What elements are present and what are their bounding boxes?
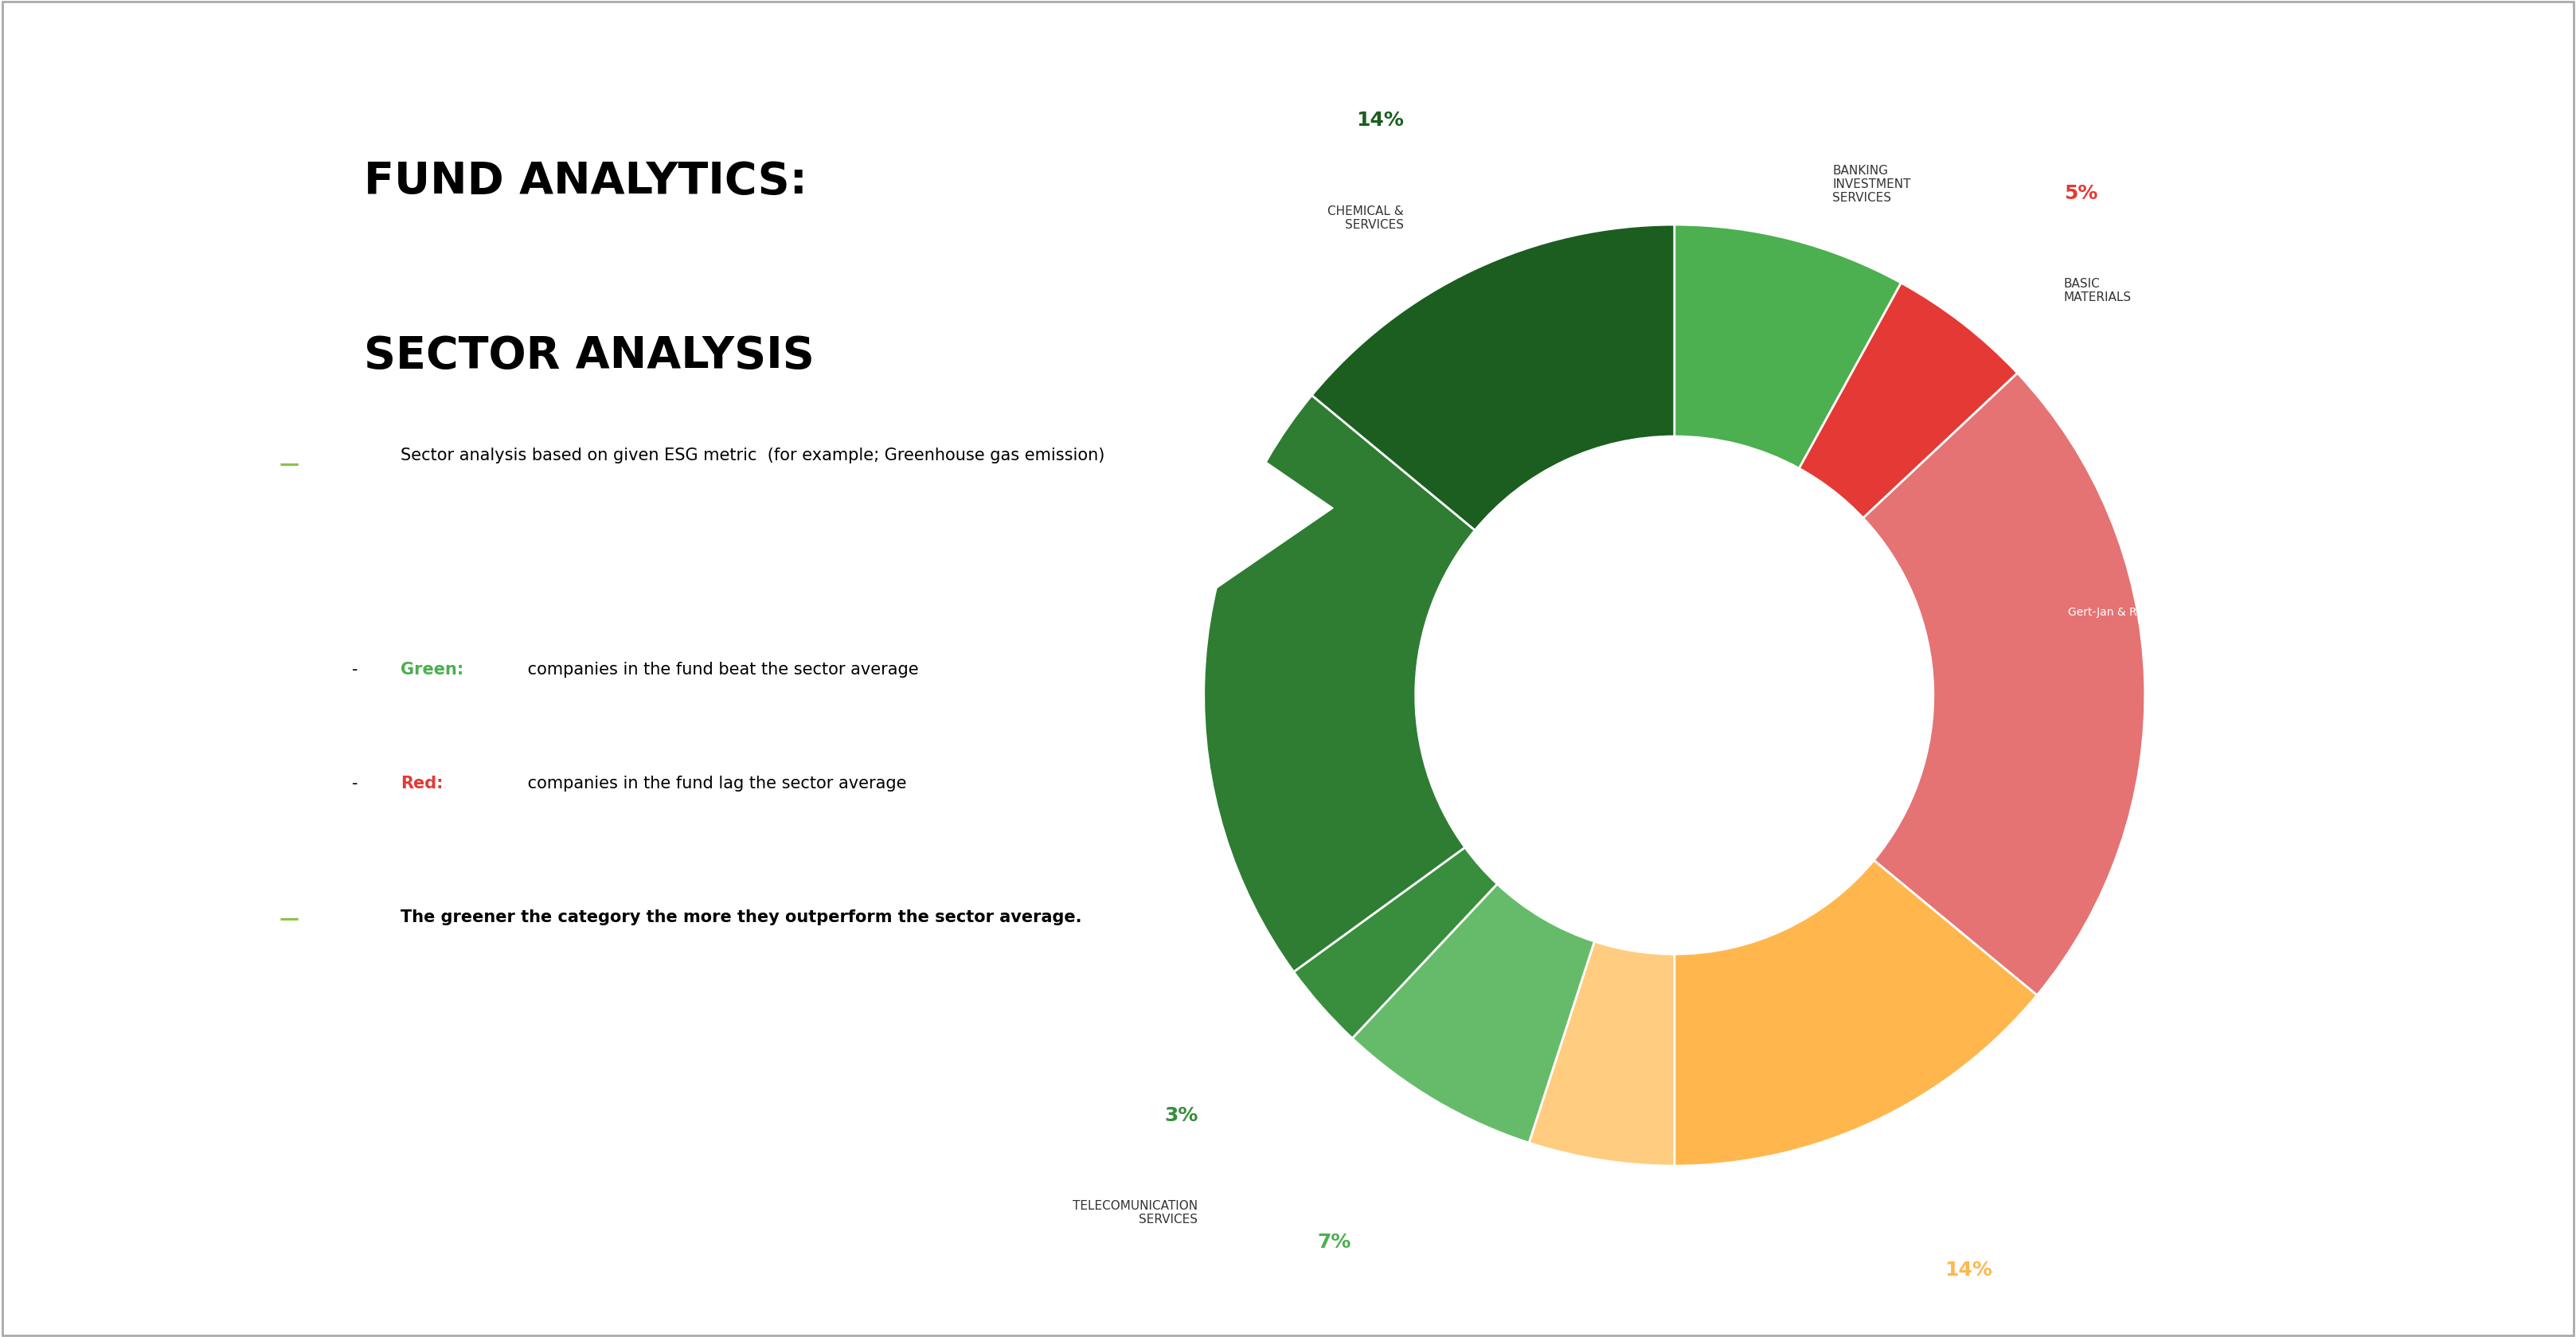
Wedge shape [1530, 941, 1674, 1166]
Text: companies in the fund beat the sector average: companies in the fund beat the sector av… [523, 662, 917, 678]
Text: 5%: 5% [2063, 183, 2097, 203]
Text: SECTOR ANALYSIS: SECTOR ANALYSIS [363, 334, 814, 377]
Wedge shape [1674, 860, 2038, 1166]
Text: The greener the category the more they outperform the sector average.: The greener the category the more they o… [399, 909, 1082, 925]
Text: 14%: 14% [1355, 111, 1404, 130]
Text: Gert-Jan & Rajul: Gert-Jan & Rajul [2069, 607, 2156, 618]
Text: SECTOR ANALYSIS ON DIRECT GREENHOUSE GAS EMISSIONS: SECTOR ANALYSIS ON DIRECT GREENHOUSE GAS… [2535, 567, 2545, 904]
Wedge shape [1352, 884, 1595, 1143]
Text: 7%: 7% [1316, 1233, 1350, 1251]
Text: companies in the fund lag the sector average: companies in the fund lag the sector ave… [523, 775, 907, 792]
Wedge shape [1674, 225, 1901, 468]
Text: WEBINAR: WEBINAR [28, 1005, 44, 1080]
Polygon shape [1159, 388, 1334, 628]
Text: —: — [278, 909, 299, 928]
Wedge shape [1203, 396, 1476, 972]
Text: BASIC
MATERIALS: BASIC MATERIALS [2063, 278, 2130, 303]
Text: Red:: Red: [399, 775, 443, 792]
Text: ESG BEYOND EQUITIES: ESG BEYOND EQUITIES [31, 297, 41, 452]
Circle shape [1417, 436, 1932, 955]
Text: TELECOMUNICATION
SERVICES: TELECOMUNICATION SERVICES [1072, 1201, 1198, 1226]
Text: Sector analysis based on given ESG metric  (for example; Greenhouse gas emission: Sector analysis based on given ESG metri… [399, 448, 1105, 464]
Text: BANKING
INVESTMENT
SERVICES: BANKING INVESTMENT SERVICES [1832, 164, 1911, 205]
Text: Green:: Green: [399, 662, 464, 678]
Text: -: - [353, 662, 363, 678]
Wedge shape [1311, 225, 1674, 531]
Wedge shape [1798, 283, 2017, 517]
Text: 14%: 14% [1945, 1261, 1994, 1280]
Text: CHEMICAL &
SERVICES: CHEMICAL & SERVICES [1327, 205, 1404, 231]
Text: 3%: 3% [1164, 1106, 1198, 1124]
Text: FUND ANALYTICS:: FUND ANALYTICS: [363, 160, 806, 203]
Wedge shape [1862, 373, 2146, 995]
Text: —: — [278, 455, 299, 473]
Text: -: - [353, 775, 363, 792]
Wedge shape [1293, 848, 1497, 1039]
